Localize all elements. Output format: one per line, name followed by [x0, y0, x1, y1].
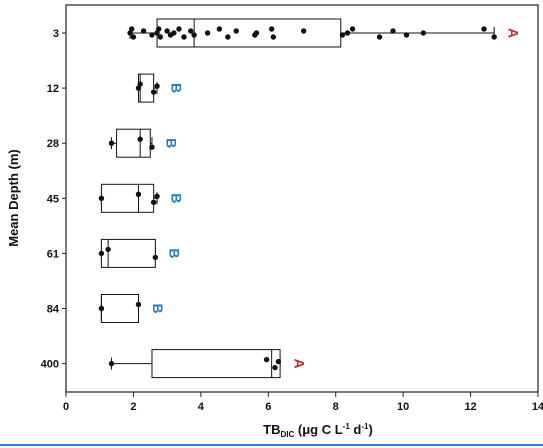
- data-point: [253, 30, 260, 36]
- box-iqr: [116, 128, 151, 158]
- y-tick-label: 61: [47, 248, 59, 260]
- x-tick-label: 0: [63, 401, 69, 413]
- x-tick-label: 2: [130, 401, 136, 413]
- y-tick-label: 84: [47, 304, 60, 316]
- data-point: [156, 26, 162, 32]
- data-point: [135, 191, 142, 197]
- data-point: [263, 356, 270, 363]
- data-point: [225, 34, 231, 40]
- data-point: [420, 30, 427, 36]
- significance-letter: B: [168, 193, 184, 203]
- x-axis-title-units-post: ): [368, 422, 372, 437]
- x-axis-title-main: TB: [263, 422, 280, 437]
- box-group-depth-61: [100, 238, 156, 268]
- data-point: [344, 30, 351, 36]
- data-point: [105, 246, 111, 253]
- data-point: [164, 28, 170, 34]
- data-point: [181, 34, 187, 40]
- data-point: [150, 89, 157, 95]
- box-group-depth-12: [137, 73, 158, 103]
- x-axis-title-exponent-1: -1: [343, 422, 351, 431]
- data-point: [191, 32, 197, 38]
- data-point: [149, 32, 155, 38]
- data-point: [491, 34, 497, 40]
- box-group-depth-45: [100, 183, 158, 213]
- y-tick-label: 45: [47, 193, 59, 205]
- y-tick-label: 400: [41, 359, 59, 371]
- data-point: [137, 81, 143, 87]
- data-point: [204, 30, 211, 36]
- x-axis-title-units-mid: d: [350, 422, 362, 437]
- data-point: [233, 28, 239, 34]
- x-axis-title: TBDIC (μg C L-1 d-1): [263, 422, 373, 439]
- x-axis-title-units-pre: (μg C L: [294, 422, 342, 437]
- x-tick-label: 6: [265, 401, 271, 413]
- data-point: [157, 34, 164, 40]
- y-axis: 3 12 28 45 61 84 400: [41, 28, 66, 371]
- data-point: [108, 360, 115, 367]
- data-point: [481, 26, 487, 32]
- data-point: [270, 34, 277, 40]
- data-point: [272, 364, 278, 371]
- significance-letter: B: [150, 303, 166, 313]
- boxes-layer: [100, 18, 495, 379]
- x-axis-title-exponent-2: -1: [361, 422, 369, 431]
- data-point: [150, 199, 157, 205]
- data-point: [154, 83, 160, 89]
- data-point: [98, 195, 105, 201]
- significance-letter: B: [167, 248, 183, 258]
- data-point: [268, 26, 275, 32]
- y-tick-label: 12: [47, 83, 59, 95]
- data-point: [140, 28, 147, 34]
- data-point: [98, 250, 105, 257]
- significance-letter: A: [291, 359, 307, 369]
- box-group-depth-3: [129, 18, 495, 48]
- data-point: [275, 358, 282, 365]
- x-tick-label: 14: [532, 401, 543, 413]
- x-tick-label: 8: [333, 401, 339, 413]
- data-point: [149, 144, 155, 150]
- box-iqr: [100, 294, 139, 323]
- data-point: [135, 301, 142, 308]
- box-iqr: [151, 349, 281, 379]
- data-point: [98, 305, 105, 312]
- data-point: [154, 193, 160, 199]
- significance-letter: B: [163, 138, 179, 148]
- y-axis-title: Mean Depth (m): [6, 149, 21, 247]
- x-axis: 0 2 4 6 8 10 12 14: [63, 392, 543, 413]
- data-point: [152, 254, 159, 261]
- box-group-depth-28: [111, 128, 153, 158]
- y-tick-label: 28: [47, 138, 59, 150]
- data-point: [349, 26, 356, 32]
- significance-letter: B: [168, 83, 184, 93]
- letters-layer: A B B B B B A: [150, 28, 522, 369]
- x-axis-title-subscript: DIC: [281, 430, 295, 439]
- data-point: [176, 26, 182, 32]
- data-point: [216, 26, 223, 32]
- data-point: [171, 30, 177, 36]
- x-tick-label: 4: [198, 401, 205, 413]
- data-point: [390, 28, 396, 34]
- data-point: [108, 140, 115, 146]
- data-point: [137, 136, 143, 142]
- data-point: [130, 34, 137, 40]
- data-point: [129, 26, 135, 32]
- data-point: [300, 28, 307, 34]
- box-iqr: [100, 183, 155, 213]
- points-layer: [98, 26, 497, 371]
- data-point: [376, 34, 383, 40]
- box-iqr: [156, 18, 342, 48]
- x-tick-label: 12: [464, 401, 476, 413]
- x-tick-label: 10: [397, 401, 409, 413]
- box-group-depth-84: [100, 294, 139, 323]
- box-group-depth-400: [111, 349, 281, 379]
- y-tick-label: 3: [53, 28, 59, 40]
- data-point: [403, 32, 410, 38]
- box-iqr: [100, 238, 156, 268]
- bottom-rule: [0, 444, 543, 446]
- significance-letter: A: [505, 28, 521, 38]
- data-point: [188, 28, 194, 34]
- data-point: [339, 32, 346, 38]
